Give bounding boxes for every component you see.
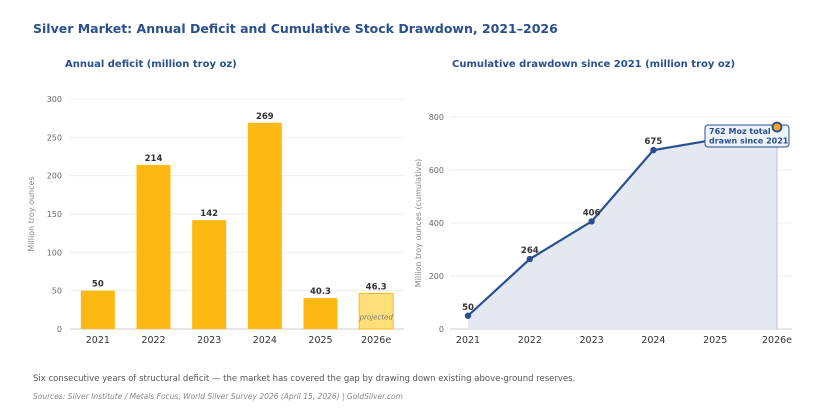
source-note: Sources: Silver Institute / Metals Focus… bbox=[33, 392, 403, 401]
right-x-tick-label: 2022 bbox=[518, 335, 542, 346]
deficit-value-label: 214 bbox=[145, 154, 163, 164]
left-x-tick-label: 2022 bbox=[141, 335, 165, 346]
right-x-tick-label: 2025 bbox=[703, 335, 727, 346]
left-y-tick-label: 100 bbox=[47, 248, 62, 257]
cumulative-value-label: 406 bbox=[583, 208, 601, 218]
left-x-tick-label: 2026e bbox=[361, 335, 391, 346]
deficit-value-label: 46.3 bbox=[366, 283, 387, 293]
cumulative-area bbox=[468, 127, 777, 329]
left-y-tick-label: 200 bbox=[47, 172, 62, 181]
right-y-tick-label: 200 bbox=[429, 272, 444, 281]
total-annotation-line2: drawn since 2021 bbox=[709, 137, 789, 146]
deficit-bar bbox=[192, 220, 227, 329]
left-x-tick-label: 2021 bbox=[86, 335, 110, 346]
right-y-tick-label: 400 bbox=[429, 219, 444, 228]
left-y-tick-label: 0 bbox=[57, 325, 62, 334]
main-title: Silver Market: Annual Deficit and Cumula… bbox=[33, 21, 558, 36]
right-y-axis-label: Million troy ounces (cumulative) bbox=[414, 159, 423, 288]
cumulative-point bbox=[464, 312, 472, 319]
footer-note: Six consecutive years of structural defi… bbox=[33, 374, 576, 384]
left-y-tick-label: 150 bbox=[47, 210, 62, 219]
deficit-value-label: 269 bbox=[256, 112, 274, 122]
right-y-tick-label: 800 bbox=[429, 113, 444, 122]
cumulative-point bbox=[650, 146, 657, 154]
right-x-tick-label: 2023 bbox=[580, 335, 604, 346]
total-annotation-line1: 762 Moz total bbox=[709, 127, 771, 136]
right-x-tick-label: 2021 bbox=[456, 335, 480, 346]
cumulative-value-label: 50 bbox=[462, 303, 474, 313]
left-y-tick-label: 250 bbox=[47, 133, 62, 142]
left-x-tick-label: 2023 bbox=[197, 335, 221, 346]
deficit-value-label: 50 bbox=[92, 280, 104, 290]
deficit-bar bbox=[80, 290, 115, 329]
cumulative-value-label: 675 bbox=[645, 137, 663, 147]
left-y-tick-label: 50 bbox=[52, 287, 62, 296]
deficit-bar bbox=[247, 122, 282, 330]
right-y-tick-label: 0 bbox=[439, 325, 444, 334]
right-chart-title: Cumulative drawdown since 2021 (million … bbox=[452, 59, 736, 70]
right-x-tick-label: 2026e bbox=[762, 335, 792, 346]
cumulative-point bbox=[588, 218, 595, 225]
left-chart-title: Annual deficit (million troy oz) bbox=[65, 59, 237, 70]
left-y-tick-label: 300 bbox=[47, 95, 62, 104]
deficit-value-label: 40.3 bbox=[310, 287, 331, 297]
cumulative-value-label: 264 bbox=[521, 246, 539, 256]
final-highlight-point bbox=[771, 121, 783, 133]
right-y-tick-label: 600 bbox=[429, 166, 444, 175]
deficit-bar bbox=[303, 298, 338, 329]
left-y-axis-label: Million troy ounces bbox=[27, 176, 36, 251]
cumulative-point bbox=[526, 255, 533, 263]
left-x-tick-label: 2025 bbox=[308, 335, 332, 346]
right-x-tick-label: 2024 bbox=[641, 335, 665, 346]
deficit-bar bbox=[136, 164, 171, 329]
projected-label: projected bbox=[359, 313, 394, 321]
total-annotation-box bbox=[704, 124, 790, 148]
deficit-bar bbox=[358, 293, 394, 330]
left-x-tick-label: 2024 bbox=[253, 335, 277, 346]
deficit-value-label: 142 bbox=[200, 209, 218, 219]
